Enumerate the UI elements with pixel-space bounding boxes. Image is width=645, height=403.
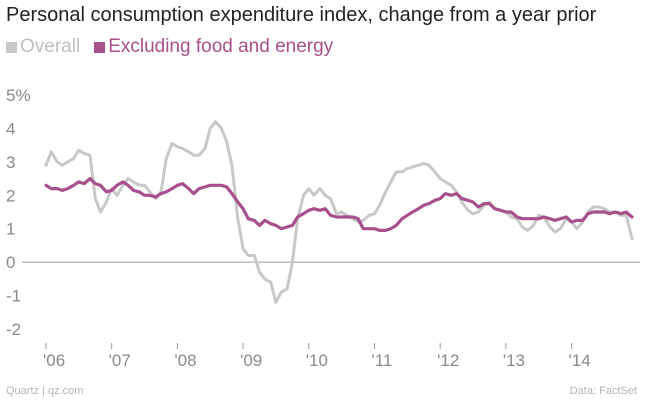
y-tick-label: 3 [6,153,15,172]
x-tick-label: '10 [306,351,328,370]
legend-item-overall: Overall [6,36,80,58]
footer-source-left: Quartz | qz.com [6,385,84,397]
y-tick-label: 1 [6,220,15,239]
x-tick-label: '07 [109,351,131,370]
series-line-excluding-food-energy [44,177,634,232]
chart-title: Personal consumption expenditure index, … [6,4,597,26]
x-tick-label: '14 [569,351,591,370]
x-tick-label: '13 [503,351,525,370]
y-tick-label: 5% [6,86,31,105]
y-tick-label: 2 [6,186,15,205]
x-tick-label: '11 [371,351,392,370]
y-tick-label: 0 [6,253,15,272]
legend-swatch-overall [6,41,17,53]
legend-item-excluding: Excluding food and energy [94,36,333,58]
y-tick-label: -1 [6,287,21,306]
legend-label-excluding: Excluding food and energy [108,36,334,57]
legend-label-overall: Overall [20,36,81,57]
y-tick-label: -2 [6,320,21,339]
footer-source-right: Data: FactSet [569,385,637,397]
chart-legend: Overall Excluding food and energy [6,36,347,58]
series-line-overall [44,120,634,304]
x-tick-label: '12 [437,351,459,370]
y-tick-label: 4 [6,119,15,138]
legend-swatch-excluding [94,41,106,53]
x-tick-label: '08 [174,351,196,370]
x-tick-label: '09 [240,351,262,370]
x-tick-label: '06 [43,351,65,370]
